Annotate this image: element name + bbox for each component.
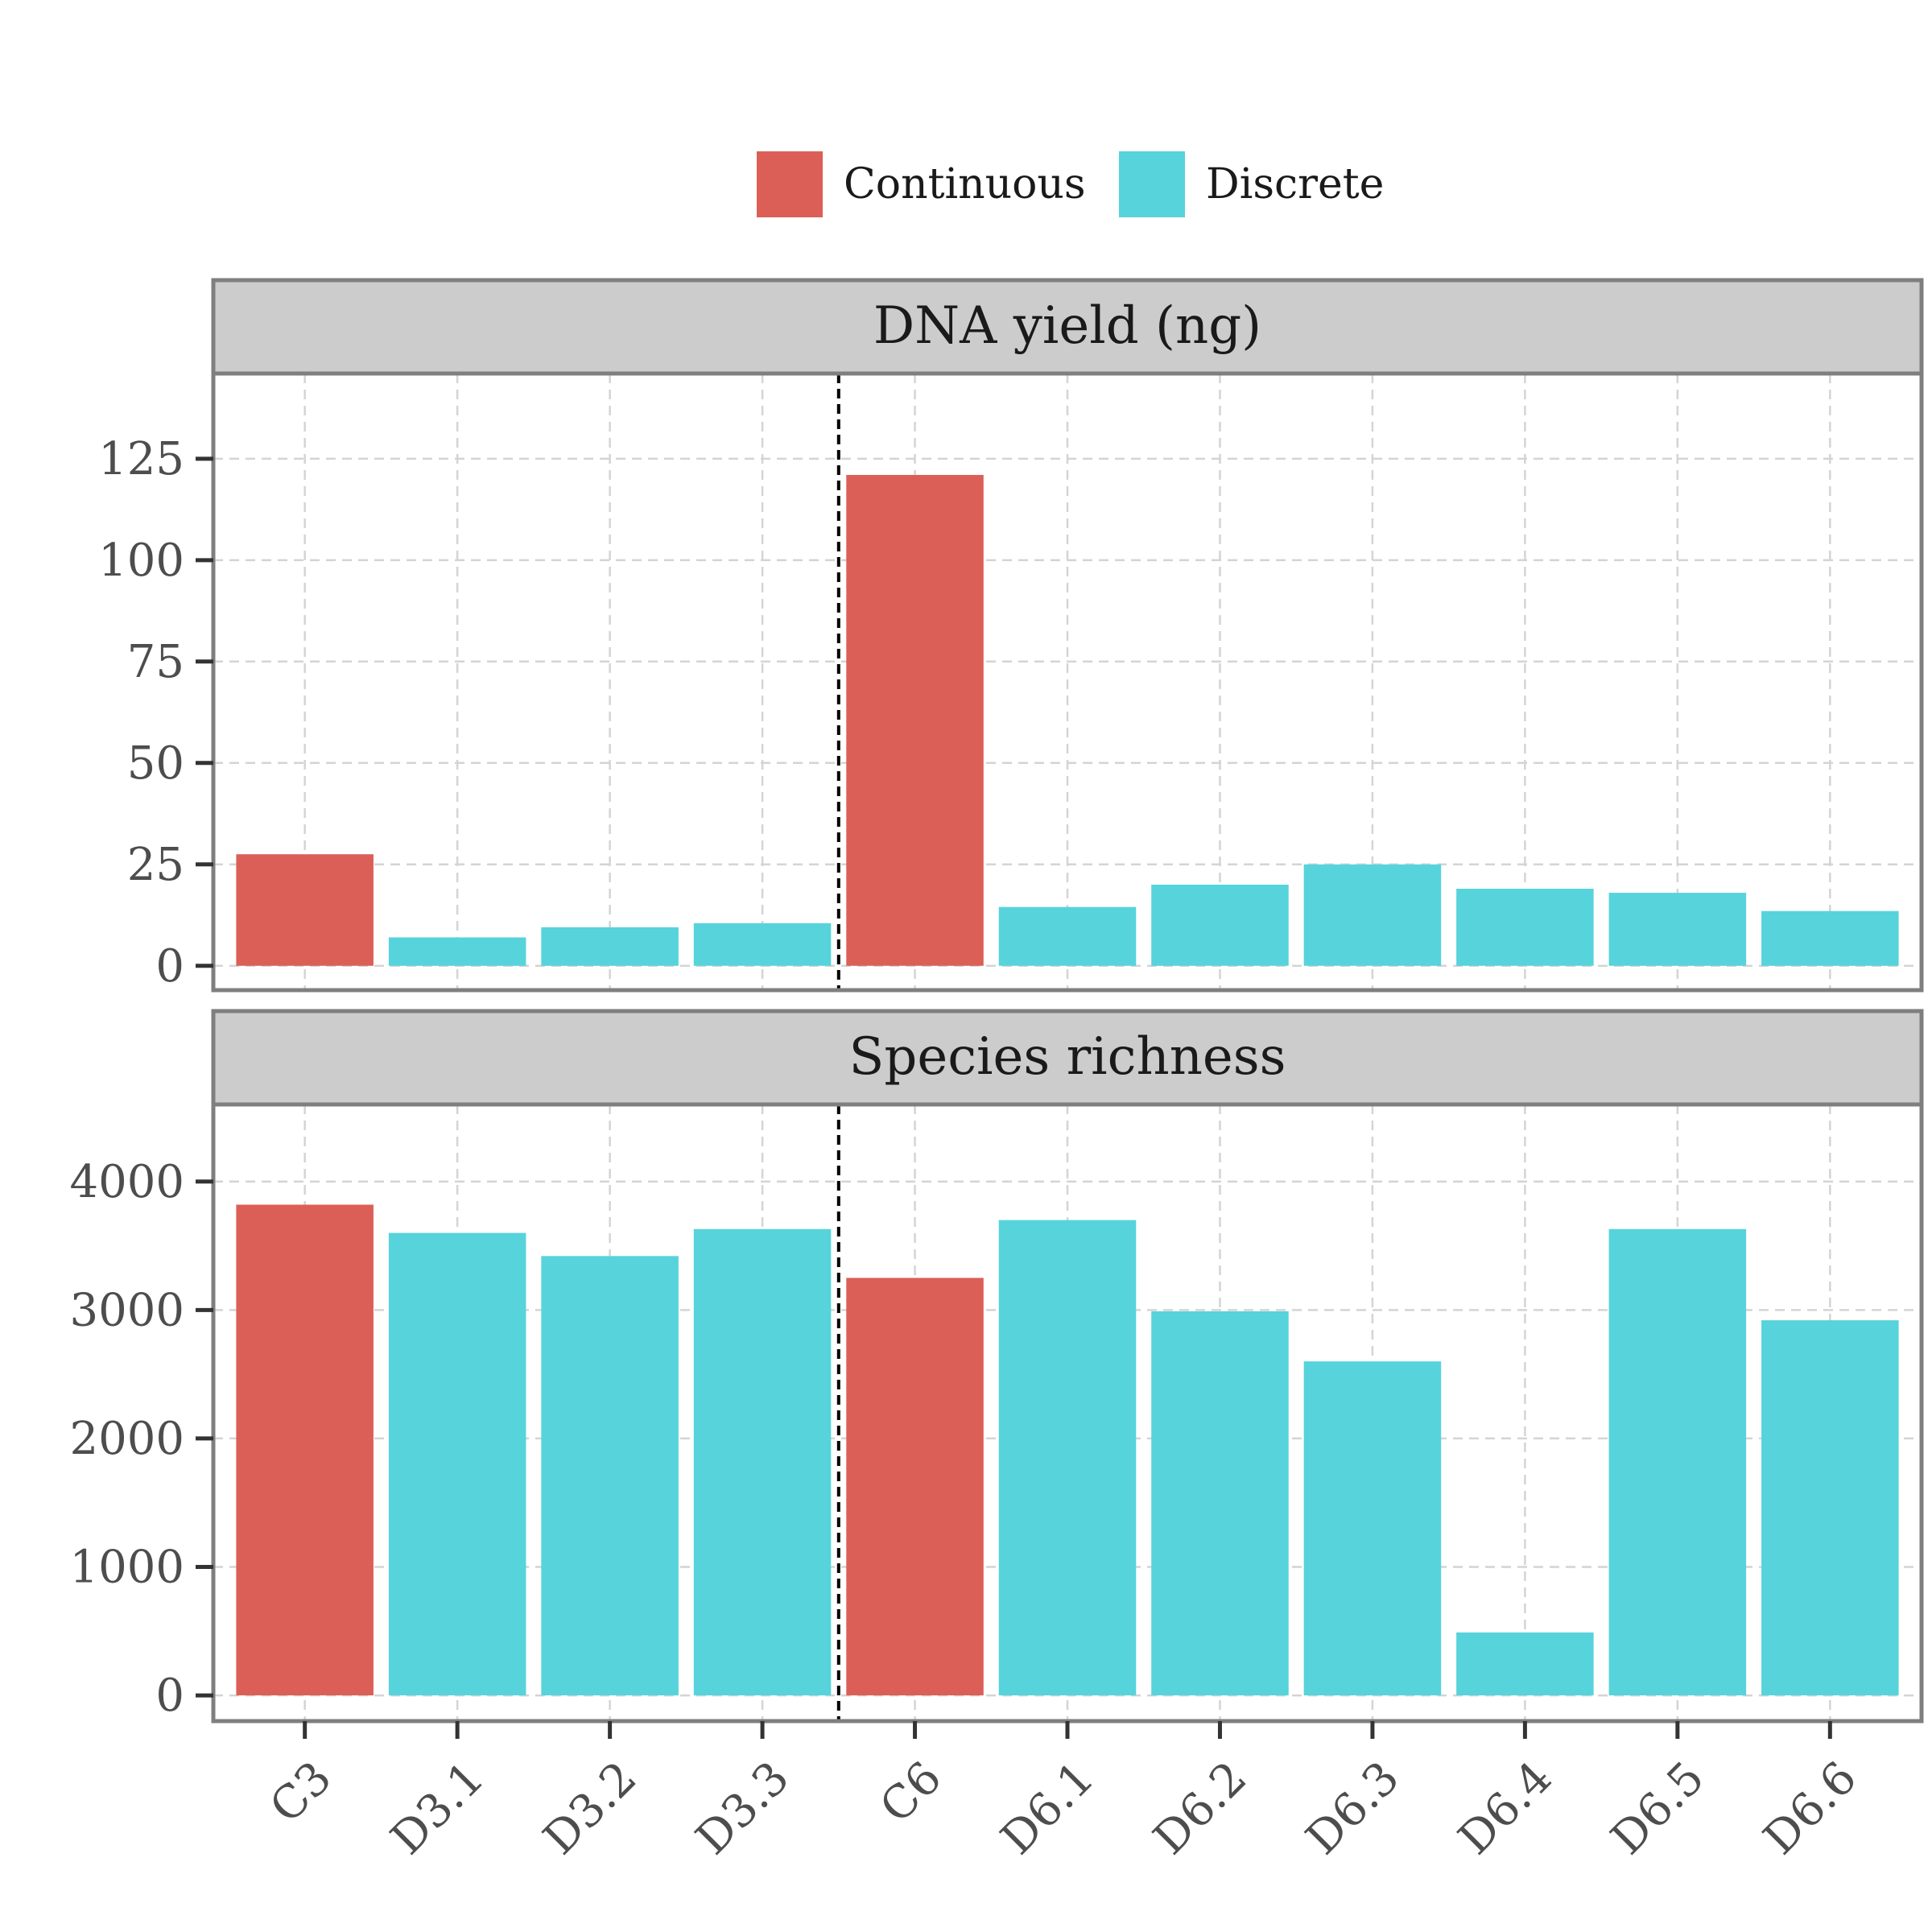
bar-D3.1: [388, 937, 526, 966]
x-tick-label-D6.4: D6.4: [1449, 1752, 1563, 1865]
bar-D3.2: [541, 1256, 679, 1696]
bar-D6.1: [998, 1220, 1137, 1696]
legend-swatch-discrete: [1119, 151, 1185, 217]
bar-D6.2: [1151, 884, 1289, 966]
x-tick-label-C6: C6: [870, 1752, 952, 1833]
x-axis: C3 D3.1 D3.2 D3.3 C6 D6.1 D6.2 D6.3 D6.4 D6.5 D6.6: [260, 1721, 1867, 1865]
bar-C6: [846, 1278, 984, 1696]
panel-title: DNA yield (ng): [873, 296, 1261, 356]
y-axis: 0 1000 2000 3000 4000: [69, 1156, 213, 1722]
bar-D6.6: [1761, 910, 1899, 966]
x-tick-label-D3.2: D3.2: [534, 1752, 647, 1865]
x-tick-label-D6.1: D6.1: [991, 1752, 1104, 1865]
bar-C3: [236, 854, 374, 966]
y-tick-label-1: 1000: [69, 1542, 184, 1594]
bar-D6.3: [1303, 864, 1442, 966]
bar-D3.3: [693, 923, 832, 966]
y-tick-label-5: 125: [98, 433, 184, 485]
y-tick-label-4: 4000: [69, 1156, 184, 1208]
x-tick-label-D6.5: D6.5: [1601, 1752, 1715, 1865]
y-tick-label-2: 50: [127, 737, 184, 790]
y-tick-label-2: 2000: [69, 1413, 184, 1465]
bar-D6.2: [1151, 1311, 1289, 1696]
bars: [236, 474, 1899, 966]
y-axis: 0 25 50 75 100 125: [98, 433, 213, 993]
bar-D6.3: [1303, 1361, 1442, 1696]
x-tick-label-D3.1: D3.1: [381, 1752, 494, 1865]
bars: [236, 1204, 1899, 1696]
panel-dna-yield: DNA yield (ng) 0 25 50 75 100 125: [98, 278, 1924, 993]
legend-label-discrete: Discrete: [1206, 160, 1384, 208]
y-tick-label-0: 0: [155, 940, 184, 993]
panel-strip: [211, 1009, 1924, 1107]
y-tick-label-4: 100: [98, 535, 184, 587]
x-tick-label-C3: C3: [260, 1752, 341, 1833]
x-tick-label-D6.6: D6.6: [1754, 1752, 1868, 1865]
legend: Continuous Discrete: [757, 151, 1384, 217]
bar-D6.5: [1608, 1228, 1747, 1696]
panel-strip: [211, 278, 1924, 376]
panel-border: [211, 371, 1924, 993]
bar-D6.1: [998, 906, 1137, 966]
panel-title: Species richness: [849, 1027, 1286, 1087]
y-tick-label-3: 3000: [69, 1284, 184, 1336]
bar-D6.6: [1761, 1320, 1899, 1696]
x-tick-label-D6.3: D6.3: [1296, 1752, 1410, 1865]
legend-label-continuous: Continuous: [844, 160, 1086, 208]
y-tick-label-3: 75: [127, 636, 184, 688]
bar-D6.5: [1608, 893, 1747, 966]
legend-swatch-continuous: [757, 151, 823, 217]
y-tick-label-0: 0: [155, 1670, 184, 1722]
y-tick-label-1: 25: [127, 839, 184, 891]
x-tick-label-D6.2: D6.2: [1144, 1752, 1257, 1865]
panel-species-richness: Species richness 0 1000 2000 3000 4000: [69, 1009, 1924, 1724]
bar-D6.4: [1456, 889, 1594, 966]
bar-D6.4: [1456, 1632, 1594, 1696]
bar-C3: [236, 1204, 374, 1696]
bar-D3.1: [388, 1232, 526, 1696]
bar-D3.3: [693, 1228, 832, 1696]
bar-D3.2: [541, 927, 679, 966]
bar-C6: [846, 474, 984, 966]
x-tick-label-D3.3: D3.3: [686, 1752, 799, 1865]
